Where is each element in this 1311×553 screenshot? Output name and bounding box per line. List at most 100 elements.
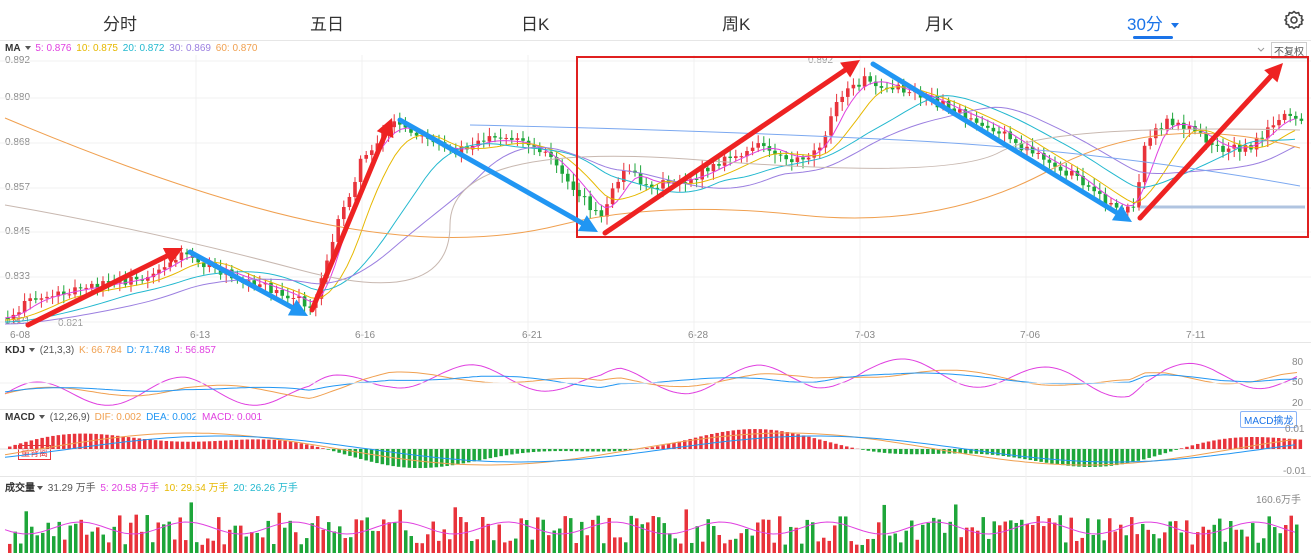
- divergence-badge[interactable]: 量背离: [18, 445, 52, 460]
- ma30-line: [4, 106, 1296, 325]
- kdj-j-line: [4, 358, 1298, 406]
- date-tick: 7-06: [1020, 330, 1041, 341]
- tab-intraday[interactable]: 分时: [103, 15, 137, 34]
- volume-bar: [547, 535, 551, 553]
- candle-body: [1137, 182, 1141, 208]
- macd-histogram-bar: [445, 449, 449, 467]
- candle-body: [526, 140, 531, 146]
- volume-bar: [756, 522, 760, 553]
- volume-bar: [1168, 521, 1172, 553]
- candle-body: [879, 86, 884, 88]
- macd-histogram-bar: [747, 429, 752, 449]
- volume-bar: [255, 532, 259, 553]
- candle-body: [235, 278, 240, 280]
- volume-bar: [1212, 524, 1216, 553]
- volume-bar: [657, 517, 661, 553]
- chevron-down-icon[interactable]: [1256, 45, 1266, 55]
- macd-histogram-bar: [67, 434, 71, 449]
- dropdown-triangle-icon[interactable]: [39, 415, 45, 420]
- tab-monthly-k[interactable]: 月K: [925, 15, 954, 34]
- candle-body: [230, 269, 234, 279]
- candle-body: [95, 283, 100, 288]
- volume-bar: [976, 530, 980, 553]
- macd-strategy-button[interactable]: MACD擒龙: [1240, 411, 1298, 428]
- candle-body: [347, 196, 352, 208]
- macd-histogram-bar: [186, 441, 190, 449]
- volume-bar: [1075, 540, 1079, 553]
- candle-body: [1182, 122, 1186, 130]
- macd-histogram-bar: [629, 449, 633, 451]
- volume-bar: [530, 539, 534, 553]
- volume-bar: [552, 530, 556, 553]
- macd-macd-value: MACD: 0.001: [202, 412, 263, 423]
- macd-label[interactable]: MACD: [5, 412, 35, 423]
- volume-bar: [349, 537, 353, 553]
- macd-histogram-bar: [126, 437, 131, 449]
- macd-histogram-bar: [359, 449, 363, 459]
- macd-histogram-bar: [726, 431, 730, 449]
- volume-bar: [30, 526, 34, 553]
- candle-body: [538, 146, 542, 153]
- macd-histogram-bar: [1233, 437, 1238, 449]
- volume-bar: [613, 537, 617, 553]
- macd-histogram-bar: [1152, 449, 1157, 457]
- macd-histogram-bar: [704, 435, 709, 449]
- macd-histogram-bar: [877, 449, 881, 453]
- volume-bar: [745, 529, 749, 553]
- tab-30min[interactable]: 30分: [1127, 10, 1179, 35]
- dropdown-triangle-icon[interactable]: [29, 348, 36, 353]
- macd-histogram-bar: [548, 449, 552, 452]
- macd-histogram-bar: [1206, 441, 1211, 449]
- candle-body: [890, 87, 895, 90]
- settings-gear-icon[interactable]: [1284, 10, 1304, 30]
- candle-body: [409, 127, 413, 133]
- volume-bar: [376, 531, 380, 553]
- volume-bar: [723, 543, 727, 553]
- macd-histogram-bar: [1050, 449, 1054, 464]
- volume-bar: [1295, 524, 1299, 553]
- volume-label[interactable]: 成交量: [5, 483, 35, 494]
- candle-body: [661, 180, 665, 189]
- dropdown-triangle-icon[interactable]: [24, 46, 31, 51]
- trend-down-arrow: [397, 117, 585, 226]
- volume-bar: [85, 534, 89, 553]
- adjustment-button[interactable]: 不复权: [1271, 42, 1307, 59]
- macd-histogram-bar: [1136, 449, 1141, 461]
- ma-label[interactable]: MA: [5, 43, 21, 54]
- macd-histogram-bar: [461, 449, 466, 464]
- candle-body: [274, 289, 279, 294]
- macd-histogram-bar: [191, 441, 196, 449]
- divider: [0, 409, 1311, 410]
- macd-histogram-bar: [1093, 449, 1097, 467]
- candle-body: [1221, 145, 1225, 152]
- volume-bar: [943, 532, 947, 553]
- macd-histogram-bar: [904, 449, 908, 455]
- macd-histogram-bar: [1201, 442, 1205, 449]
- volume-bar: [409, 536, 413, 553]
- price-tick: 0.857: [5, 182, 31, 193]
- macd-histogram-bar: [116, 435, 120, 449]
- ma10-value: 10: 0.875: [76, 43, 118, 54]
- volume-bar: [800, 543, 804, 553]
- candle-body: [39, 298, 44, 300]
- candle-body: [773, 150, 777, 155]
- candle-body: [918, 91, 923, 98]
- volume-bar: [767, 519, 771, 553]
- tab-weekly-k[interactable]: 周K: [722, 15, 751, 34]
- volume-bar: [827, 540, 831, 553]
- candle-body: [465, 146, 469, 150]
- macd-histogram-bar: [974, 449, 979, 454]
- tab-five-day[interactable]: 五日: [310, 15, 344, 34]
- candle-body: [1260, 137, 1264, 139]
- dropdown-triangle-icon[interactable]: [37, 486, 43, 491]
- macd-params: (12,26,9): [49, 412, 90, 423]
- volume-bar: [233, 525, 237, 553]
- candle-body: [146, 277, 150, 281]
- tab-daily-k[interactable]: 日K: [521, 15, 550, 34]
- candle-body: [1159, 128, 1164, 130]
- macd-histogram-bar: [99, 434, 104, 449]
- candle-body: [638, 172, 643, 185]
- volume-bar: [965, 527, 969, 553]
- kdj-label[interactable]: KDJ: [5, 345, 26, 356]
